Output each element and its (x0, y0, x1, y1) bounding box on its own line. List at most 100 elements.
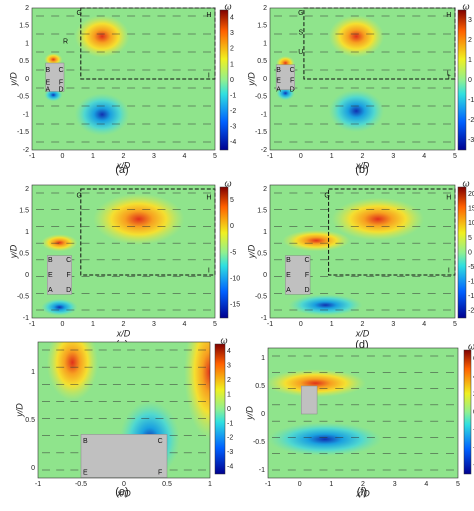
colorbar-tick-label: -1 (227, 420, 233, 427)
colorbar-title: ω (462, 1, 469, 11)
y-tick-label: 2 (263, 186, 267, 193)
point-label: I (448, 268, 450, 275)
point-label: I (448, 74, 450, 81)
point-label: E (286, 272, 291, 279)
colorbar-tick-label: -10 (468, 278, 474, 285)
negative-vortex (41, 298, 78, 316)
colorbar (219, 186, 229, 319)
x-tick-label: 0 (298, 481, 302, 488)
y-tick-label: 2 (25, 186, 29, 193)
point-label: R (63, 39, 68, 46)
x-tick-label: -0.5 (75, 481, 87, 488)
positive-vortex (331, 197, 425, 241)
plot-frame (269, 7, 456, 151)
y-tick-label: -0.5 (255, 94, 267, 101)
point-label: S (298, 30, 303, 37)
plot-frame (31, 184, 216, 319)
colorbar-tick-label: 4 (230, 15, 234, 22)
x-tick-label: 5 (453, 321, 457, 328)
x-tick-label: 4 (422, 321, 426, 328)
x-tick-label: 3 (391, 153, 395, 160)
y-tick-label: -1 (259, 467, 265, 474)
point-label: C (58, 67, 63, 74)
point-label: F (158, 470, 162, 477)
point-label: D (66, 287, 71, 294)
y-tick-label: -2 (261, 147, 267, 154)
colorbar-tick-label: 5 (230, 197, 234, 204)
negative-vortex (74, 93, 130, 136)
negative-vortex (288, 294, 363, 316)
point-label: B (46, 67, 51, 74)
x-tick-label: 5 (213, 321, 217, 328)
y-axis-label: y/D (14, 403, 24, 418)
x-tick-label: 1 (329, 481, 333, 488)
point-label: C (290, 67, 295, 74)
y-tick-label: 1 (31, 369, 35, 376)
point-label: U (298, 49, 303, 56)
plot-frame (31, 7, 216, 151)
point-label: B (83, 438, 88, 445)
positive-vortex (184, 342, 210, 440)
x-tick-label: 1 (91, 321, 95, 328)
x-tick-label: 5 (456, 481, 460, 488)
x-tick-label: 1 (91, 153, 95, 160)
x-tick-label: -1 (35, 481, 41, 488)
colorbar-tick-label: 0 (230, 77, 234, 84)
bluff-body (285, 255, 311, 295)
x-tick-label: 2 (122, 153, 126, 160)
x-tick-label: 0 (61, 153, 65, 160)
x-tick-label: 0 (299, 321, 303, 328)
point-label: A (276, 86, 281, 93)
colorbar-tick-label: 15 (468, 206, 474, 213)
colorbar-tick-label: -20 (468, 308, 474, 315)
point-label: F (290, 78, 294, 85)
colorbar-tick-label: -2 (227, 435, 233, 442)
x-tick-label: -1 (267, 153, 273, 160)
x-tick-label: 3 (393, 481, 397, 488)
colorbar-tick-label: -5 (468, 264, 474, 271)
point-label: F (66, 272, 70, 279)
panel: -1 -0.5 0 0.5 1 0 0.5 1 x/D y/D (e) ω -4 -3 -2 -1 0 1 2 3 4 B… (14, 335, 233, 498)
colorbar-tick-label: -2 (230, 108, 236, 115)
bluff-body (275, 64, 295, 90)
colorbar-tick-label: -2 (468, 117, 474, 124)
positive-vortex (328, 15, 385, 58)
y-tick-label: 0.5 (257, 58, 267, 65)
vorticity-field (32, 185, 215, 318)
colorbar-tick-label: 1 (230, 61, 234, 68)
plot-frame (267, 347, 459, 479)
colorbar-tick-label: 3 (230, 30, 234, 37)
colorbar-title: ω (468, 341, 474, 351)
y-tick-label: -0.5 (17, 293, 29, 300)
point-label: A (46, 86, 51, 93)
colorbar-tick-label: -10 (230, 276, 240, 283)
y-axis-label: y/D (246, 72, 256, 87)
colorbar-title: ω (224, 1, 231, 11)
colorbar-tick-label: -4 (227, 464, 233, 471)
colorbar-tick-label: -15 (230, 302, 240, 309)
point-label: G (77, 10, 82, 17)
point-label: B (48, 257, 53, 264)
x-axis-label: x/D (355, 328, 370, 338)
bluff-body (301, 385, 318, 415)
positive-vortex (268, 369, 367, 398)
x-tick-label: -1 (29, 153, 35, 160)
y-tick-label: 0 (263, 272, 267, 279)
y-tick-label: 1.5 (257, 207, 267, 214)
plot-frame (37, 341, 211, 479)
point-label: D (304, 287, 309, 294)
y-tick-label: -1.5 (17, 129, 29, 136)
bluff-body (80, 434, 168, 478)
y-axis-label: y/D (246, 244, 256, 259)
x-tick-label: 5 (453, 153, 457, 160)
x-tick-label: -1 (267, 321, 273, 328)
x-tick-label: 5 (213, 153, 217, 160)
caption: (b) (355, 164, 368, 176)
colorbar (214, 343, 226, 475)
x-axis-label: x/D (355, 160, 370, 170)
colorbar-tick-label: 3 (227, 363, 231, 370)
vorticity-field (270, 8, 455, 150)
y-axis-label: y/D (244, 406, 254, 421)
point-label: C (304, 257, 309, 264)
y-axis-label: y/D (8, 244, 18, 259)
